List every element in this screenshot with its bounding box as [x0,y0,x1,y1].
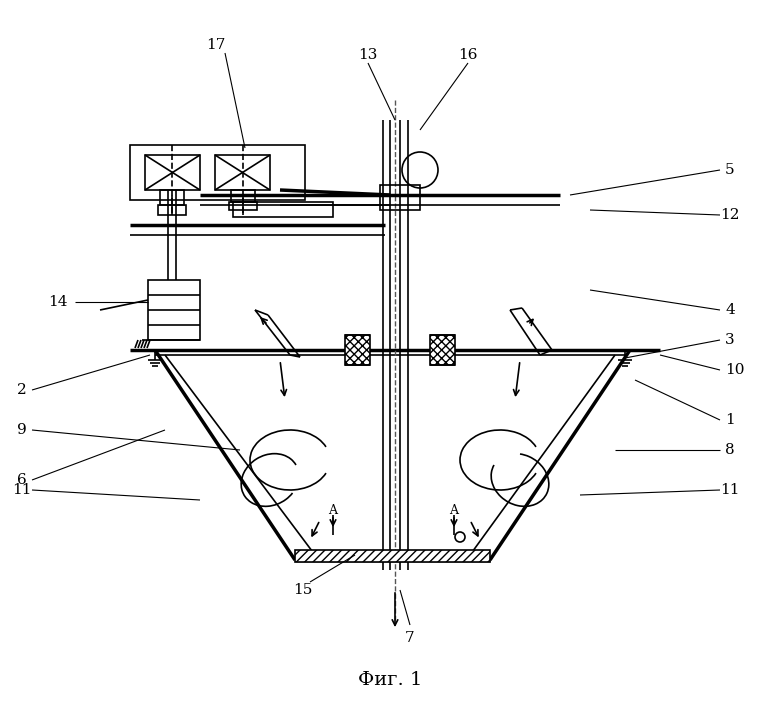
Text: 17: 17 [207,38,225,52]
Text: A: A [449,503,459,516]
Bar [233,202,333,217]
Text: 8: 8 [725,443,735,457]
Bar [295,550,490,562]
Bar [430,335,455,365]
Text: 3: 3 [725,333,735,347]
Text: 16: 16 [459,48,477,62]
Bar [130,145,305,200]
Text: A: A [328,503,338,516]
Text: 10: 10 [725,363,745,377]
Text: Фиг. 1: Фиг. 1 [358,671,422,689]
Text: 4: 4 [725,303,735,317]
Bar [345,335,370,365]
Text: 11: 11 [12,483,32,497]
Text: 5: 5 [725,163,735,177]
Text: 13: 13 [358,48,378,62]
Bar [148,280,200,340]
Bar [231,190,255,202]
Text: 9: 9 [17,423,27,437]
Text: 7: 7 [405,631,415,645]
Text: 15: 15 [293,583,313,597]
Bar [158,205,186,215]
Bar [160,190,184,205]
Text: 2: 2 [17,383,27,397]
Text: 12: 12 [720,208,739,222]
Bar [229,202,257,210]
Bar [145,155,200,190]
Bar [380,185,420,210]
Text: 6: 6 [17,473,27,487]
Text: 1: 1 [725,413,735,427]
Text: 14: 14 [48,295,68,309]
Text: 11: 11 [720,483,739,497]
Bar [215,155,270,190]
